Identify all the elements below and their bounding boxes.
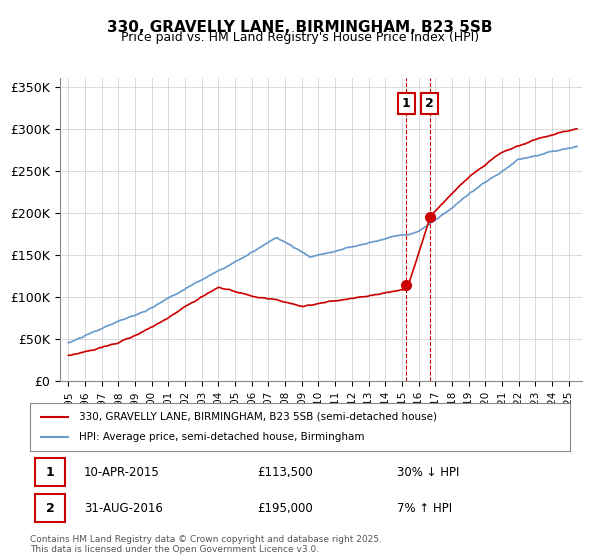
Text: 30% ↓ HPI: 30% ↓ HPI — [397, 466, 460, 479]
Text: 7% ↑ HPI: 7% ↑ HPI — [397, 502, 452, 515]
FancyBboxPatch shape — [35, 458, 65, 486]
Text: Price paid vs. HM Land Registry's House Price Index (HPI): Price paid vs. HM Land Registry's House … — [121, 31, 479, 44]
Text: 2: 2 — [425, 97, 434, 110]
Text: £113,500: £113,500 — [257, 466, 313, 479]
Text: 10-APR-2015: 10-APR-2015 — [84, 466, 160, 479]
Text: 1: 1 — [402, 97, 411, 110]
Text: HPI: Average price, semi-detached house, Birmingham: HPI: Average price, semi-detached house,… — [79, 432, 364, 442]
Text: 1: 1 — [46, 466, 55, 479]
Text: £195,000: £195,000 — [257, 502, 313, 515]
Text: 330, GRAVELLY LANE, BIRMINGHAM, B23 5SB (semi-detached house): 330, GRAVELLY LANE, BIRMINGHAM, B23 5SB … — [79, 412, 437, 422]
Text: 31-AUG-2016: 31-AUG-2016 — [84, 502, 163, 515]
Text: 2: 2 — [46, 502, 55, 515]
FancyBboxPatch shape — [35, 494, 65, 522]
Text: Contains HM Land Registry data © Crown copyright and database right 2025.
This d: Contains HM Land Registry data © Crown c… — [30, 535, 382, 554]
Text: 330, GRAVELLY LANE, BIRMINGHAM, B23 5SB: 330, GRAVELLY LANE, BIRMINGHAM, B23 5SB — [107, 20, 493, 35]
